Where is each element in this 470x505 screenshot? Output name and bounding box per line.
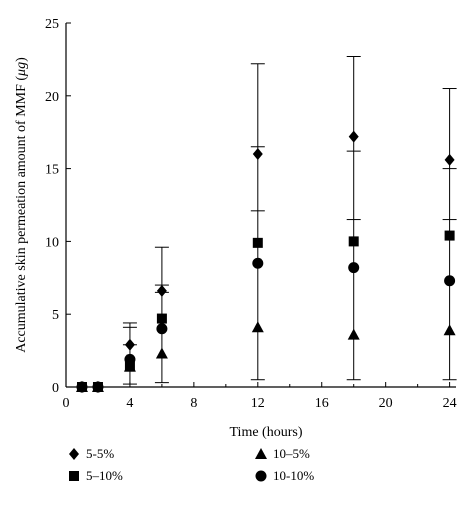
- data-point-triangle: [347, 328, 360, 340]
- data-point-circle: [444, 275, 456, 287]
- data-point-circle: [124, 353, 136, 365]
- x-tick-label: 0: [63, 396, 70, 411]
- legend-label: 5–10%: [86, 468, 123, 483]
- x-tick-label: 4: [126, 396, 133, 411]
- data-point-circle: [348, 262, 360, 274]
- x-tick-label: 20: [379, 396, 393, 411]
- y-axis-title-prefix: Accumulative skin permeation amount of M…: [14, 76, 29, 353]
- y-axis-title-suffix: ): [14, 57, 29, 62]
- data-point-square: [252, 237, 263, 248]
- y-tick-label: 0: [52, 381, 59, 396]
- legend-label: 10-10%: [273, 468, 314, 483]
- data-point-circle: [252, 257, 264, 269]
- y-tick-label: 10: [45, 235, 59, 250]
- y-axis-title: Accumulative skin permeation amount of M…: [14, 57, 29, 353]
- data-point-square: [156, 313, 167, 324]
- data-point-diamond: [124, 338, 135, 351]
- tick-labels: 0 5 10 15 20 25 0 4 8 12 16 20 24: [45, 17, 457, 411]
- legend-marker-diamond: [69, 448, 79, 460]
- data-point-diamond: [444, 153, 455, 166]
- x-tick-label: 12: [251, 396, 265, 411]
- legend-label: 5-5%: [86, 446, 114, 461]
- data-point-circle: [92, 381, 104, 393]
- axes: [65, 22, 456, 388]
- x-tick-label: 24: [443, 396, 457, 411]
- data-point-diamond: [348, 130, 359, 143]
- data-point-triangle: [443, 324, 456, 336]
- x-tick-label: 8: [190, 396, 197, 411]
- data-point-diamond: [156, 284, 167, 297]
- data-point-square: [444, 230, 455, 241]
- data-point-square: [348, 236, 359, 247]
- data-point-diamond: [252, 148, 263, 161]
- legend-marker-triangle: [255, 448, 267, 459]
- y-tick-label: 5: [52, 308, 59, 323]
- x-axis-title: Time (hours): [230, 425, 303, 440]
- data-point-circle: [156, 323, 168, 335]
- legend: 5-5% 5–10% 10–5% 10-10%: [69, 446, 314, 483]
- legend-marker-square: [69, 471, 79, 481]
- data-point-circle: [76, 381, 88, 393]
- y-axis-title-unit: μg: [14, 62, 29, 77]
- legend-label: 10–5%: [273, 446, 310, 461]
- legend-marker-circle: [255, 470, 267, 482]
- data-point-triangle: [251, 321, 264, 333]
- x-tick-label: 16: [315, 396, 329, 411]
- data-markers: [75, 130, 456, 393]
- data-point-triangle: [123, 360, 136, 372]
- y-tick-label: 25: [45, 17, 59, 32]
- error-bars: [122, 55, 457, 385]
- y-tick-label: 15: [45, 163, 59, 178]
- y-tick-label: 20: [45, 90, 59, 105]
- data-point-triangle: [155, 347, 168, 359]
